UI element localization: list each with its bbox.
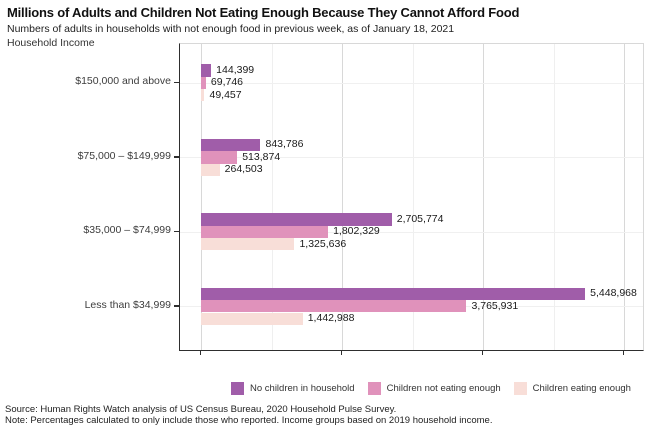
bar-value-label: 1,442,988: [307, 312, 355, 324]
source-text: Source: Human Rights Watch analysis of U…: [5, 404, 397, 415]
legend-swatch: [513, 382, 527, 395]
minor-gridline: [412, 44, 414, 350]
y-axis-title: Household Income: [7, 37, 95, 49]
legend-item: Children not eating enough: [367, 382, 501, 395]
bar-children-eating-enough: [201, 312, 303, 325]
bar-value-label: 513,874: [242, 150, 281, 163]
bar-children-eating-enough: [201, 238, 295, 251]
y-axis-tick: [174, 156, 179, 158]
bar-value-label: 49,457: [209, 88, 242, 101]
bar-value-label: 1,802,329: [333, 225, 380, 238]
x-axis-tick: [340, 350, 342, 355]
minor-gridline: [553, 44, 555, 350]
category-gridline: [180, 82, 643, 84]
bar-children-not-eating-enough: [201, 151, 238, 164]
major-gridline: [624, 44, 625, 350]
legend-swatch: [231, 382, 244, 395]
y-axis-category-label: $35,000 – $74,999: [83, 224, 171, 237]
bar-value-label: 843,786: [265, 138, 304, 151]
y-axis-tick: [174, 230, 179, 233]
bar-no-children: [201, 287, 586, 301]
category-gridline: [180, 231, 643, 233]
category-gridline: [180, 157, 643, 159]
major-gridline: [201, 44, 202, 350]
x-axis-tick: [199, 350, 201, 355]
legend-label: No children in household: [250, 383, 355, 394]
bar-value-label: 5,448,968: [590, 287, 637, 300]
bar-no-children: [201, 138, 261, 152]
legend-item: No children in household: [231, 382, 355, 395]
bar-value-label: 144,399: [216, 63, 255, 76]
legend-item: Children eating enough: [513, 382, 631, 395]
legend-label: Children not eating enough: [386, 383, 501, 394]
bar-children-eating-enough: [201, 89, 205, 102]
legend: No children in household Children not eat…: [231, 382, 631, 395]
y-axis-category-label: $75,000 – $149,999: [77, 149, 171, 162]
y-axis-category-label: Less than $34,999: [84, 298, 171, 311]
bar-children-not-eating-enough: [201, 225, 329, 239]
bar-children-not-eating-enough: [201, 76, 206, 90]
legend-label: Children eating enough: [532, 383, 631, 394]
bar-value-label: 2,705,774: [396, 212, 444, 225]
y-axis-category-label: $150,000 and above: [75, 75, 171, 88]
chart-title: Millions of Adults and Children Not Eati…: [7, 5, 520, 20]
bar-no-children: [201, 64, 212, 77]
bar-value-label: 264,503: [224, 163, 263, 176]
chart-subtitle: Numbers of adults in households with not…: [7, 23, 455, 35]
bar-children-not-eating-enough: [201, 300, 467, 313]
y-axis-tick: [174, 305, 179, 307]
bar-no-children: [201, 213, 392, 226]
x-axis-tick: [481, 350, 483, 355]
major-gridline: [483, 44, 484, 350]
bar-value-label: 1,325,636: [299, 237, 347, 250]
plot-area: 144,399 69,746 49,457 843,786 513,874 264,503…: [179, 43, 644, 351]
legend-swatch: [367, 382, 381, 395]
major-gridline: [342, 44, 343, 350]
minor-gridline: [271, 44, 273, 350]
bar-children-eating-enough: [201, 163, 220, 176]
bar-value-label: 3,765,931: [471, 299, 519, 312]
note-text: Note: Percentages calculated to only inc…: [5, 415, 493, 426]
bar-value-label: 69,746: [210, 76, 244, 89]
x-axis-tick: [622, 350, 624, 355]
y-axis-tick: [174, 81, 179, 84]
